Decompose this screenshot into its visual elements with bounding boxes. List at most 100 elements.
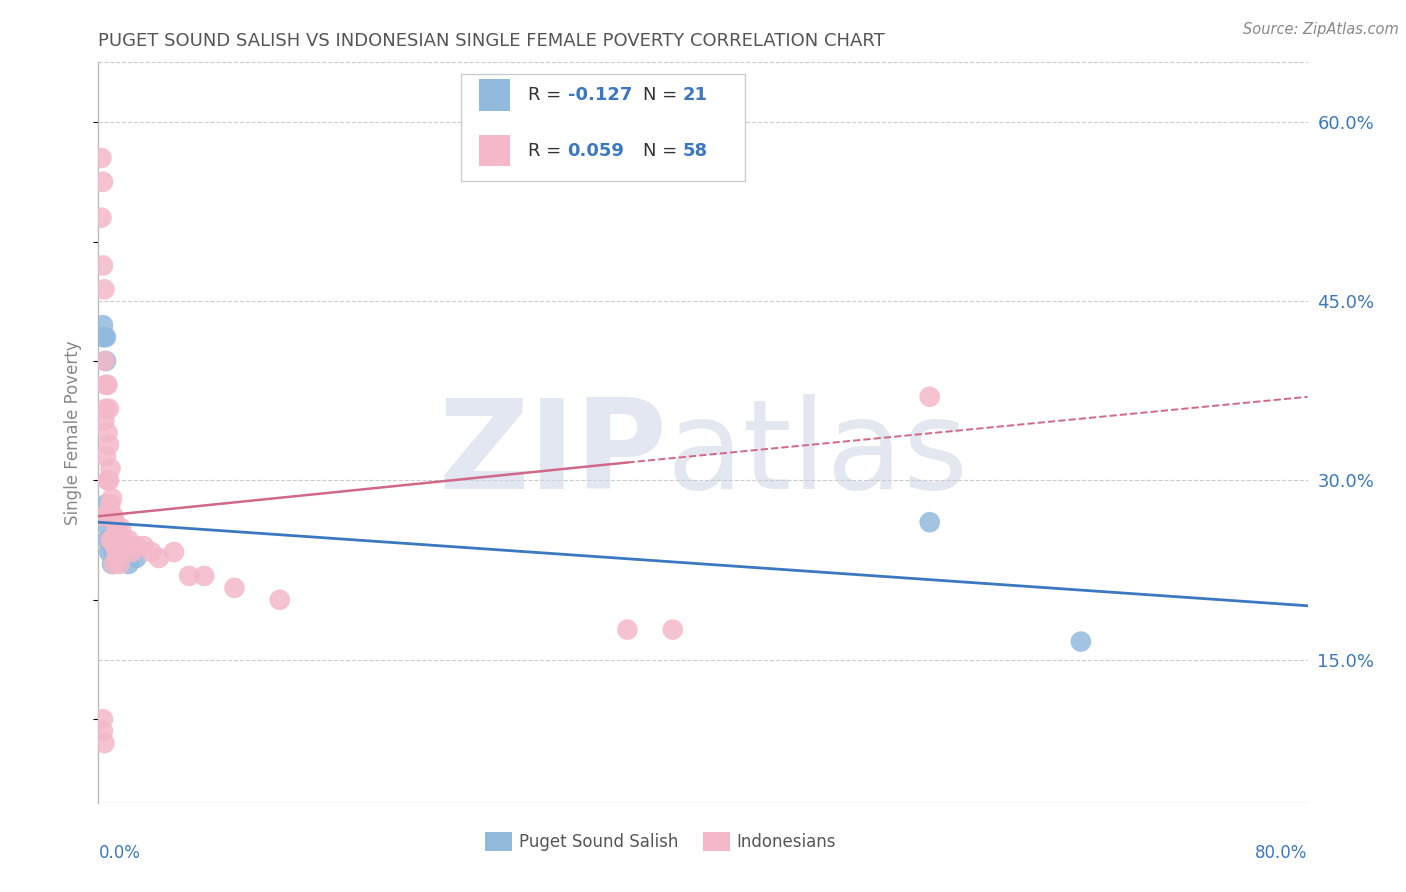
FancyBboxPatch shape [703, 832, 730, 851]
Point [105, 521, 128, 535]
Point [100, 497, 122, 511]
Point [91, 724, 114, 739]
Point [115, 539, 138, 553]
Point [90, 211, 112, 225]
FancyBboxPatch shape [485, 832, 512, 851]
Text: Source: ZipAtlas.com: Source: ZipAtlas.com [1243, 22, 1399, 37]
Y-axis label: Single Female Poverty: Single Female Poverty [65, 341, 83, 524]
Point [918, 515, 941, 529]
Text: 58: 58 [682, 142, 707, 160]
Point [193, 569, 215, 583]
FancyBboxPatch shape [479, 79, 509, 111]
Point [101, 533, 124, 547]
Point [107, 551, 129, 566]
Point [132, 539, 155, 553]
Point [93, 736, 115, 750]
Point [103, 545, 125, 559]
Point [90, 151, 112, 165]
Text: N =: N = [643, 86, 682, 104]
Text: ZIP: ZIP [439, 394, 666, 516]
Point [93, 282, 115, 296]
Point [94, 401, 117, 416]
Text: PUGET SOUND SALISH VS INDONESIAN SINGLE FEMALE POVERTY CORRELATION CHART: PUGET SOUND SALISH VS INDONESIAN SINGLE … [98, 32, 886, 50]
Point [103, 533, 125, 547]
Point [96, 377, 118, 392]
Point [94, 497, 117, 511]
Point [107, 539, 129, 553]
Text: 80.0%: 80.0% [1256, 844, 1308, 862]
Point [91, 175, 114, 189]
Point [101, 557, 124, 571]
Text: Indonesians: Indonesians [737, 832, 837, 851]
Point [107, 527, 129, 541]
Point [269, 592, 291, 607]
Point [100, 533, 122, 547]
Point [91, 712, 114, 726]
Point [179, 569, 201, 583]
Point [1070, 634, 1092, 648]
Point [96, 533, 118, 547]
Point [94, 377, 117, 392]
Point [141, 545, 163, 559]
FancyBboxPatch shape [479, 135, 509, 166]
Point [98, 509, 121, 524]
Point [918, 390, 941, 404]
Point [104, 551, 127, 566]
Point [93, 330, 115, 344]
Point [96, 474, 118, 488]
Point [118, 557, 141, 571]
Point [98, 545, 121, 559]
Point [98, 401, 121, 416]
Text: -0.127: -0.127 [568, 86, 631, 104]
Point [93, 354, 115, 368]
Point [98, 474, 121, 488]
Point [91, 259, 114, 273]
Text: R =: R = [527, 86, 567, 104]
Point [94, 354, 117, 368]
Text: R =: R = [527, 142, 567, 160]
Point [101, 533, 124, 547]
Point [125, 539, 148, 553]
Point [91, 509, 114, 524]
Text: 0.059: 0.059 [568, 142, 624, 160]
Point [224, 581, 246, 595]
Point [163, 545, 186, 559]
Point [110, 545, 132, 559]
Point [661, 623, 683, 637]
Point [100, 461, 122, 475]
Point [101, 491, 124, 506]
Point [114, 539, 136, 553]
Point [101, 509, 124, 524]
Point [96, 509, 118, 524]
Point [104, 515, 127, 529]
Point [110, 551, 132, 566]
Point [110, 521, 132, 535]
Text: 21: 21 [682, 86, 707, 104]
Point [94, 450, 117, 464]
Point [108, 557, 131, 571]
Point [121, 545, 143, 559]
Point [91, 330, 114, 344]
Point [105, 545, 128, 559]
Point [100, 533, 122, 547]
Point [148, 551, 170, 566]
Text: N =: N = [643, 142, 682, 160]
Point [111, 545, 134, 559]
Point [103, 509, 125, 524]
Point [118, 533, 141, 547]
Text: 0.0%: 0.0% [98, 844, 141, 862]
Point [112, 533, 135, 547]
Text: atlas: atlas [666, 394, 969, 516]
Point [104, 539, 127, 553]
Point [103, 557, 125, 571]
FancyBboxPatch shape [461, 73, 745, 181]
Point [98, 521, 121, 535]
Point [125, 551, 148, 566]
Point [93, 414, 115, 428]
Point [91, 318, 114, 333]
Point [616, 623, 638, 637]
Point [96, 425, 118, 440]
Point [94, 330, 117, 344]
Point [98, 437, 121, 451]
Point [108, 533, 131, 547]
